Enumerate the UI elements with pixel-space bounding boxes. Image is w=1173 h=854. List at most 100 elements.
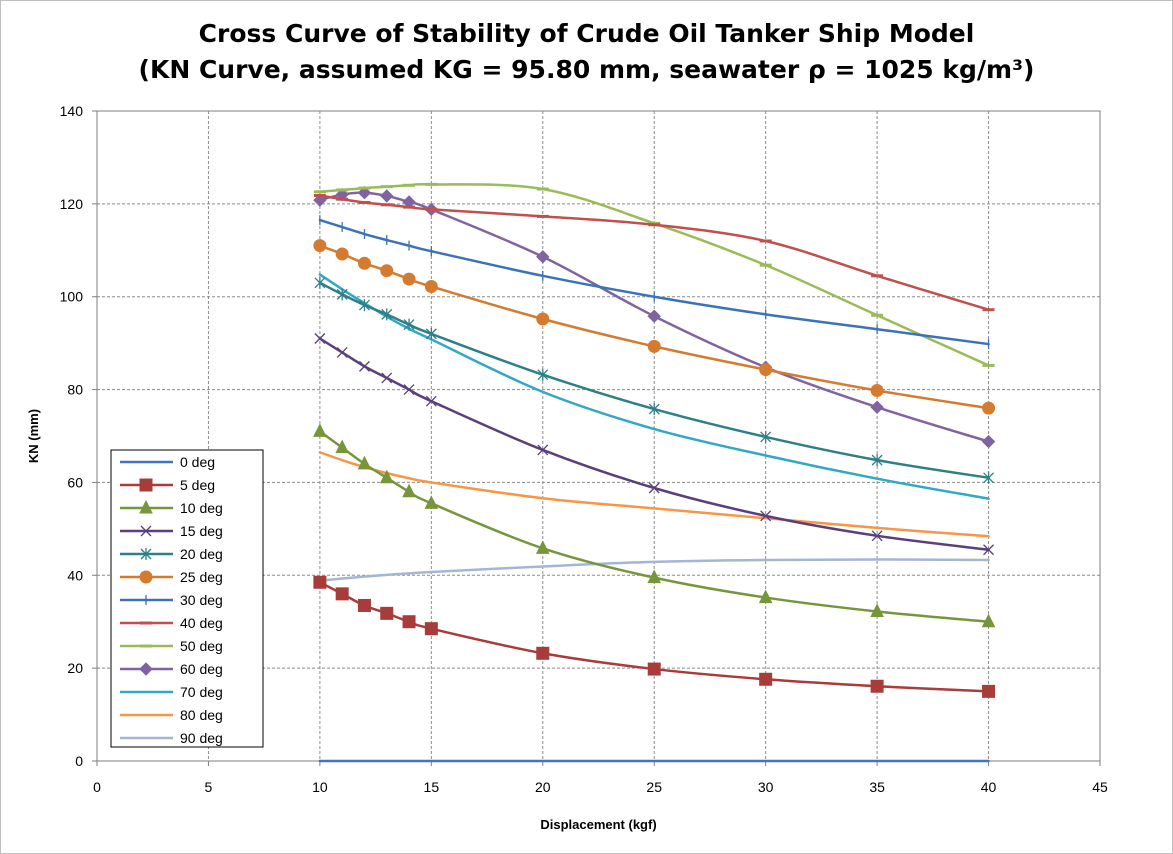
data-point	[357, 455, 372, 470]
data-point	[380, 264, 394, 278]
data-point	[403, 318, 415, 331]
chart-title: Cross Curve of Stability of Crude Oil Ta…	[198, 19, 975, 48]
data-point	[647, 339, 661, 353]
x-tick-label: 45	[1092, 779, 1108, 795]
series-25-deg	[313, 239, 996, 415]
y-tick-label: 0	[75, 753, 83, 769]
data-point	[425, 327, 437, 340]
legend-entry: 50 deg	[120, 638, 223, 654]
y-tick-label: 100	[60, 289, 84, 305]
data-point	[357, 186, 372, 200]
series-10-deg	[313, 423, 996, 628]
legend-entry: 80 deg	[120, 707, 223, 723]
legend-label: 60 deg	[180, 661, 223, 677]
data-point	[402, 615, 416, 629]
legend-label: 25 deg	[180, 569, 223, 585]
series-40-deg	[313, 194, 995, 312]
data-point	[403, 384, 415, 396]
data-point	[981, 613, 996, 628]
legend-entry: 10 deg	[120, 499, 223, 516]
data-point	[336, 288, 348, 301]
legend-entry: 30 deg	[120, 592, 223, 608]
x-tick-label: 15	[424, 779, 440, 795]
legend-entry: 0 deg	[120, 454, 215, 470]
data-point	[359, 360, 370, 372]
x-tick-label: 0	[93, 779, 101, 795]
data-point	[314, 276, 326, 289]
data-point	[983, 471, 995, 484]
legend-label: 50 deg	[180, 638, 223, 654]
data-point	[359, 299, 370, 312]
data-point	[314, 333, 326, 344]
x-tick-label: 5	[205, 779, 213, 795]
data-point	[402, 272, 416, 286]
legend-entry: 20 deg	[120, 546, 223, 562]
data-point	[381, 372, 393, 384]
data-point	[402, 483, 416, 498]
data-point	[379, 469, 394, 484]
data-point	[381, 308, 393, 321]
legend-label: 40 deg	[180, 615, 223, 631]
legend-swatch-marker	[139, 499, 153, 514]
legend-label: 20 deg	[180, 546, 223, 562]
data-point	[313, 239, 327, 253]
data-point	[760, 510, 772, 522]
legend-label: 80 deg	[180, 707, 223, 723]
legend-swatch-marker	[140, 525, 152, 537]
legend-entry: 70 deg	[120, 684, 223, 700]
x-tick-label: 20	[535, 779, 551, 795]
legend-label: 0 deg	[180, 454, 215, 470]
x-tick-label: 35	[869, 779, 885, 795]
data-point	[759, 363, 773, 377]
data-point	[536, 646, 550, 660]
legend-label: 90 deg	[180, 730, 223, 746]
data-point	[870, 384, 884, 397]
data-point	[871, 454, 883, 467]
x-axis-title: Displacement (kgf)	[540, 817, 656, 832]
data-point	[870, 603, 884, 617]
x-tick-label: 10	[312, 779, 328, 795]
data-point	[537, 444, 549, 456]
data-point	[647, 309, 661, 323]
chart-title-block: Cross Curve of Stability of Crude Oil Ta…	[0, 16, 1173, 88]
data-point	[648, 403, 660, 416]
data-point	[335, 247, 349, 261]
data-point	[647, 662, 661, 676]
data-point	[536, 312, 550, 326]
legend-entry: 90 deg	[120, 730, 223, 746]
legend-label: 70 deg	[180, 684, 223, 700]
y-tick-label: 20	[67, 660, 83, 676]
legend-label: 10 deg	[180, 500, 223, 516]
series-60-deg	[313, 186, 996, 449]
data-point	[536, 250, 550, 264]
data-point	[982, 684, 996, 698]
y-tick-label: 40	[67, 567, 83, 583]
legend-box	[110, 449, 264, 748]
data-point	[648, 482, 660, 494]
data-point	[982, 401, 996, 415]
legend-label: 5 deg	[180, 477, 215, 493]
data-point	[425, 395, 437, 407]
data-point	[336, 346, 348, 358]
data-point	[759, 672, 773, 686]
series-15-deg	[314, 333, 995, 556]
data-point	[983, 544, 995, 556]
data-point	[357, 256, 371, 270]
data-point	[871, 530, 883, 542]
x-tick-label: 30	[758, 779, 774, 795]
legend-swatch-marker	[139, 478, 153, 492]
legend-swatch-marker	[139, 662, 153, 676]
legend-entry: 15 deg	[120, 523, 223, 539]
y-axis-title: KN (mm)	[26, 409, 41, 463]
series-20-deg	[314, 276, 995, 484]
data-point	[424, 622, 438, 636]
data-point	[380, 606, 394, 620]
legend-entry: 40 deg	[120, 615, 223, 631]
series-5-deg	[313, 575, 996, 698]
data-point	[981, 434, 996, 449]
data-point	[537, 368, 549, 381]
legend-swatch-marker	[139, 570, 153, 584]
data-point	[647, 569, 662, 584]
